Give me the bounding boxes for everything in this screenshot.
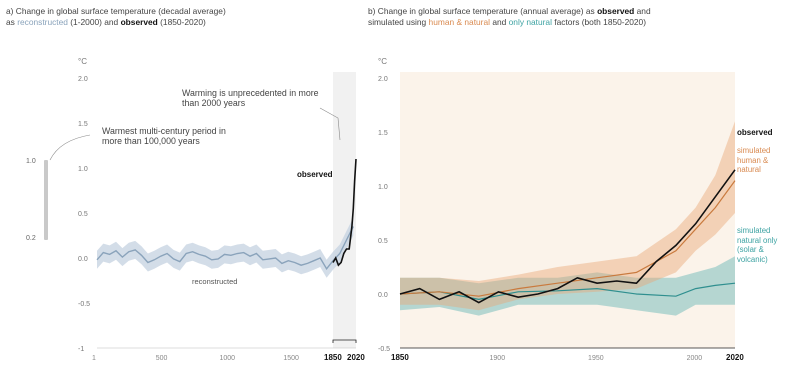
panel-a-y-tick: 1.5	[78, 121, 88, 128]
panel-a-x-tick: 2020	[347, 353, 365, 362]
panel-b-y-tick: 2.0	[378, 76, 388, 83]
panel-a-title-mid: (1-2000) and	[67, 17, 121, 27]
panel-b-observed-line	[399, 169, 736, 304]
panel-a-title-suffix: (1850-2020)	[157, 17, 206, 27]
panel-b-x-tick: 1900	[490, 355, 506, 362]
panel-b-x-tick: 1850	[391, 353, 409, 362]
panel-b-y-unit: °C	[378, 57, 387, 66]
panel-b-bg	[400, 72, 735, 348]
panel-a-warmest-connector	[49, 134, 91, 161]
panel-a-x-tick: 1000	[220, 355, 236, 362]
panel-a-reconstructed-band	[97, 217, 354, 278]
panel-b-title: b) Change in global surface temperature …	[368, 6, 651, 28]
panel-a-reconstructed-label: reconstructed	[192, 277, 238, 286]
panel-b-human-label: simulated human & natural	[737, 146, 771, 174]
panel-b-x-tick: 2000	[687, 355, 703, 362]
panel-a-unprecedented-connector	[319, 107, 341, 141]
panel-b-y-tick: 0.0	[378, 292, 388, 299]
panel-a-title: a) Change in global surface temperature …	[6, 6, 226, 28]
panel-b-natural-line	[399, 282, 736, 301]
panel-b-human-band	[400, 121, 735, 311]
panel-a-observed-line	[332, 158, 357, 267]
panel-a-y-tick: 2.0	[78, 76, 88, 83]
panel-a-warm-period-bar	[44, 160, 48, 240]
panel-b-title-suffix2: factors (both 1850-2020)	[551, 17, 646, 27]
panel-a-title-reconstructed: reconstructed	[17, 17, 68, 27]
panel-a-title-prefix: as	[6, 17, 18, 27]
panel-b-title-human: human & natural	[428, 17, 490, 27]
panel-a-observed-label: observed	[297, 170, 333, 179]
panel-a-y-tick: 0.5	[78, 211, 88, 218]
panel-a-x-tick: 500	[156, 355, 168, 362]
panel-b-observed-label: observed	[737, 128, 773, 137]
panel-a-title-observed: observed	[120, 17, 158, 27]
panel-b-x-tick: 1950	[588, 355, 604, 362]
panel-b-title-line2: simulated using human & natural and only…	[368, 17, 651, 28]
panel-b-y-tick: 0.5	[378, 238, 388, 245]
panel-a-y-tick: -1	[78, 346, 84, 353]
panel-a-observed-bracket	[332, 339, 357, 343]
panel-b-y-tick: -0.5	[378, 346, 390, 353]
panel-b-title-and: and	[490, 17, 509, 27]
side-bar-bottom-label: 0.2	[26, 235, 36, 242]
panel-b-y-tick: 1.5	[378, 130, 388, 137]
side-bar-top-label: 1.0	[26, 158, 36, 165]
panel-a-observed-period-bg	[333, 72, 356, 348]
panel-a-x-tick: 1	[92, 355, 96, 362]
panel-b-x-tick: 2020	[726, 353, 744, 362]
panel-b-title-natural: only natural	[508, 17, 552, 27]
panel-a-x-tick: 1500	[283, 355, 299, 362]
panel-b-title-prefix: b) Change in global surface temperature …	[368, 6, 598, 16]
panel-b-title-prefix2: simulated using	[368, 17, 429, 27]
panel-b-y-tick: 1.0	[378, 184, 388, 191]
panel-a-x-tick: 1850	[324, 353, 342, 362]
annotation-unprecedented: Warming is unprecedented in more than 20…	[182, 88, 319, 108]
annotation-warmest: Warmest multi-century period in more tha…	[102, 126, 226, 146]
panel-b-title-observed: observed	[597, 6, 635, 16]
panel-a-title-line1: a) Change in global surface temperature …	[6, 6, 226, 16]
panel-a-y-tick: -0.5	[78, 301, 90, 308]
panel-a-y-unit: °C	[78, 57, 87, 66]
panel-a-y-tick: 1.0	[78, 166, 88, 173]
panel-b-title-suffix1: and	[634, 6, 651, 16]
panel-a-reconstructed-line	[96, 226, 354, 271]
panel-b-natural-label: simulated natural only (solar & volcanic…	[737, 226, 778, 264]
panel-a-title-line2: as reconstructed (1-2000) and observed (…	[6, 17, 226, 28]
panel-b-title-line1: b) Change in global surface temperature …	[368, 6, 651, 17]
panel-a-y-tick: 0.0	[78, 256, 88, 263]
